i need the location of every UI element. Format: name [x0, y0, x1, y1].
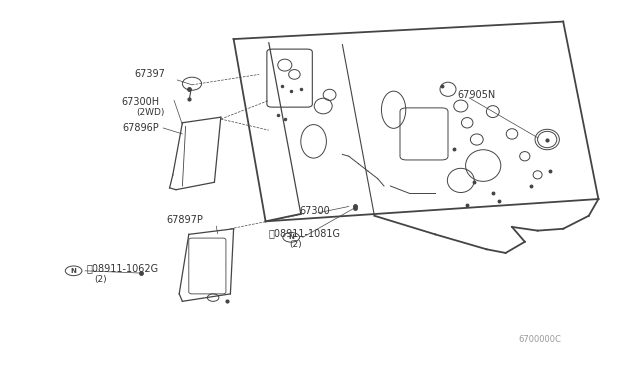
Text: 67300H: 67300H — [122, 97, 160, 106]
Text: 67397: 67397 — [134, 69, 165, 78]
Text: (2): (2) — [289, 240, 302, 249]
Text: ⓝ08911-1062G: ⓝ08911-1062G — [86, 264, 159, 273]
Text: 67897P: 67897P — [166, 215, 204, 225]
Text: N: N — [70, 268, 77, 274]
Text: (2WD): (2WD) — [137, 108, 165, 117]
Text: 67905N: 67905N — [458, 90, 496, 100]
Text: 67896P: 67896P — [122, 123, 159, 133]
Text: 67300: 67300 — [300, 206, 330, 216]
Text: 6700000C: 6700000C — [518, 335, 561, 344]
Text: N: N — [288, 234, 294, 240]
Text: (2): (2) — [95, 275, 108, 284]
Text: ⓝ08911-1081G: ⓝ08911-1081G — [269, 229, 341, 238]
